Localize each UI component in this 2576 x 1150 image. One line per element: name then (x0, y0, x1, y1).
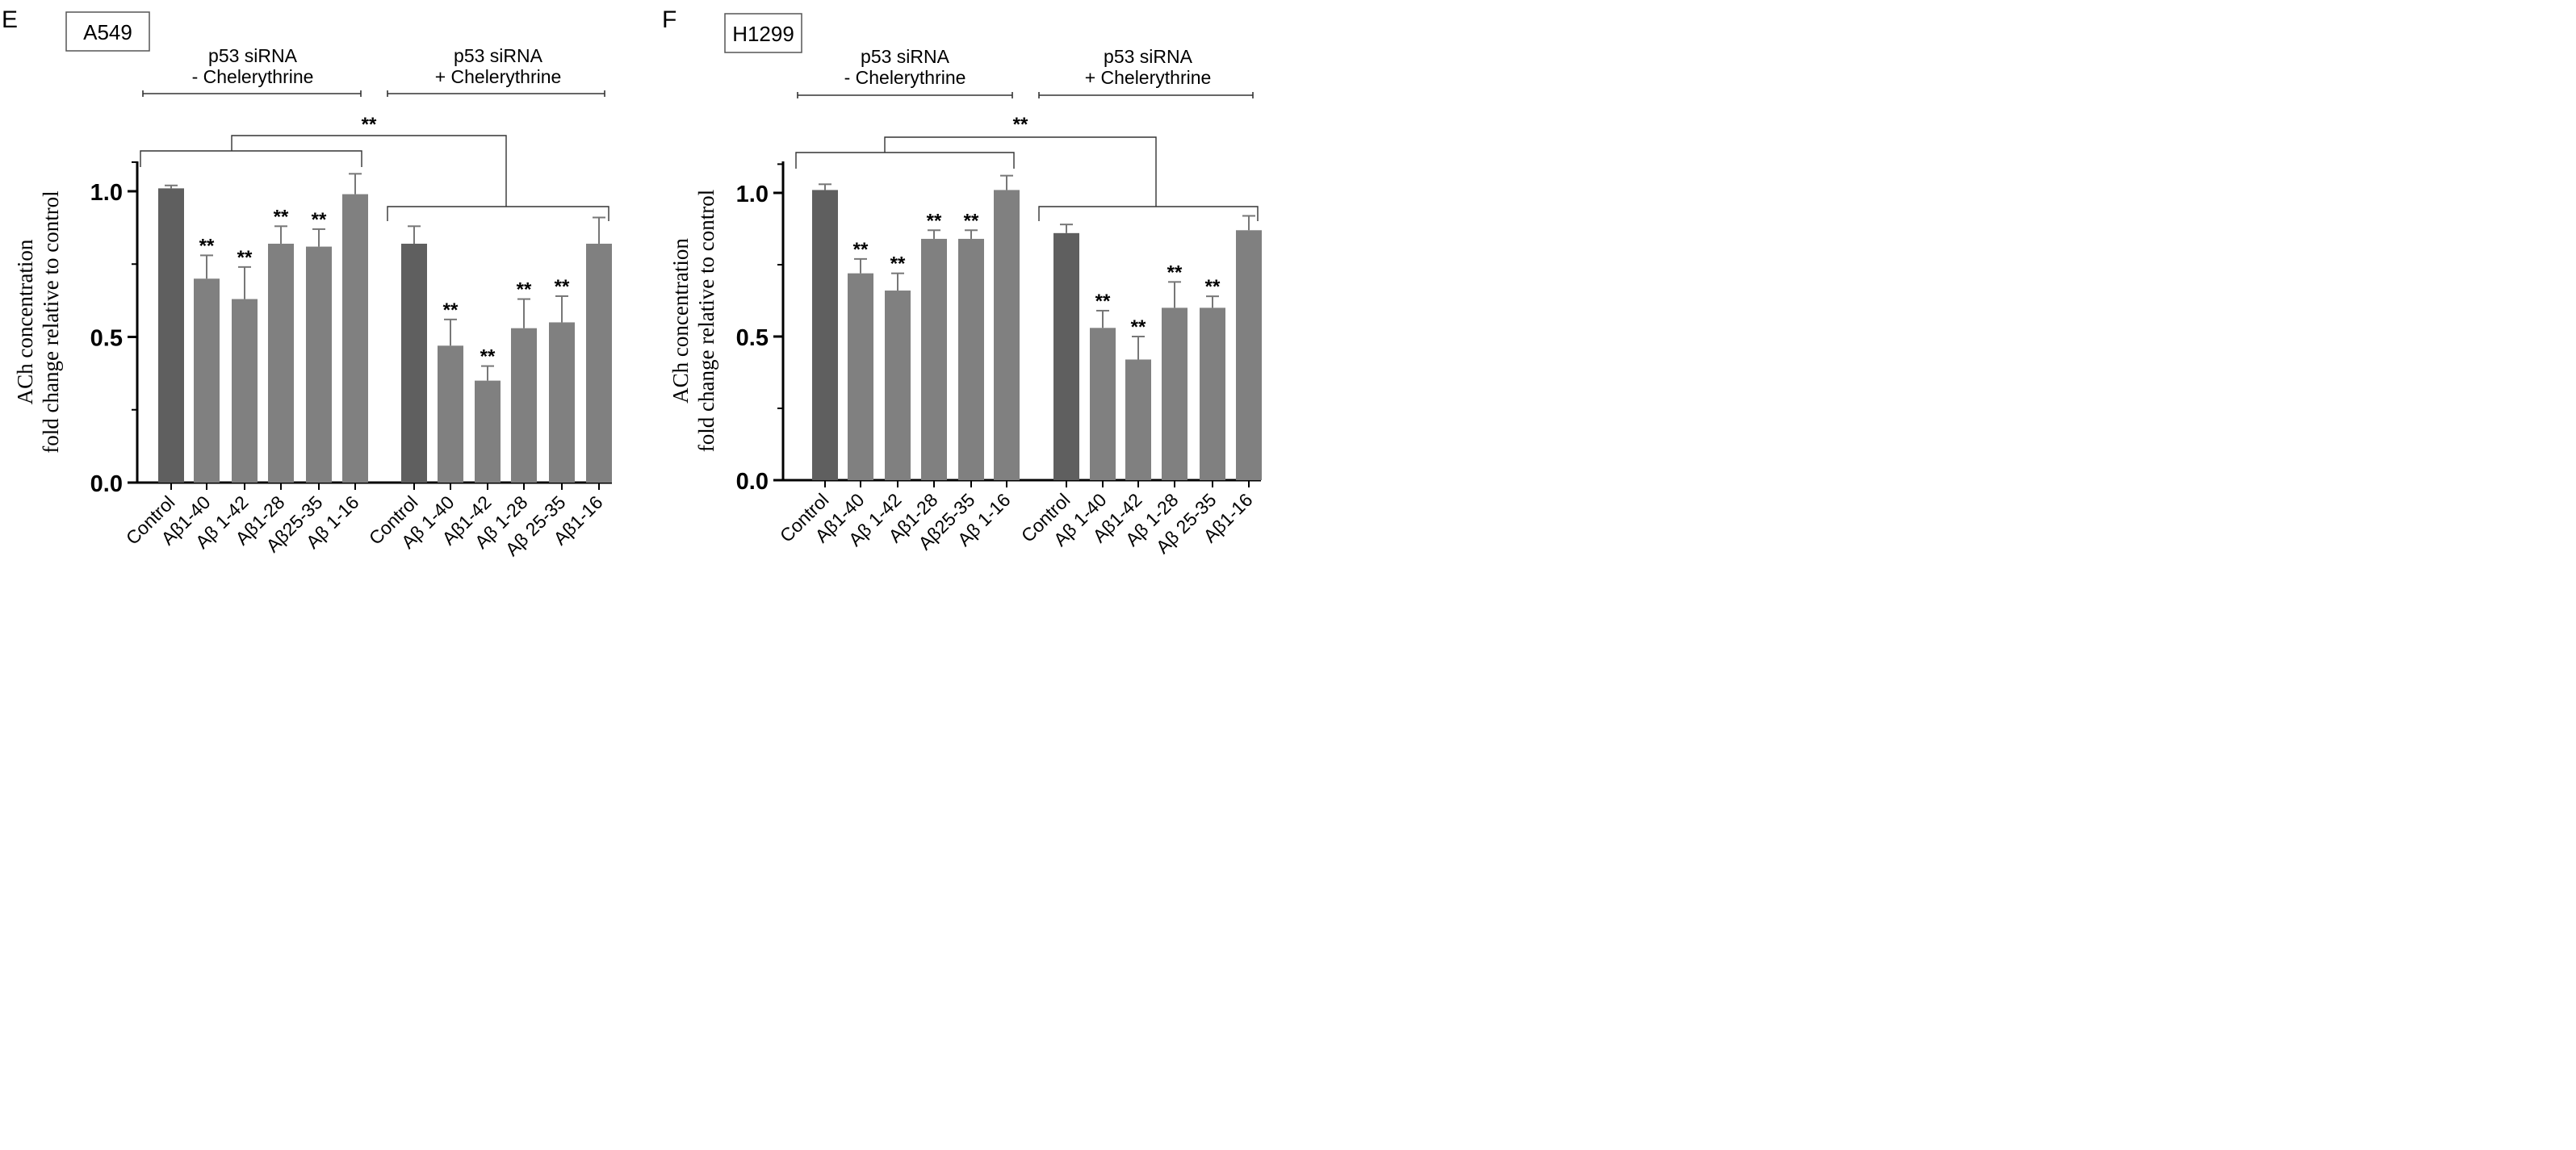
y-axis-label-line2: fold change relative to control (694, 190, 718, 452)
bar (994, 190, 1020, 480)
bracket-between-groups (884, 136, 1157, 207)
bar (475, 380, 501, 483)
bar-significance: ** (237, 247, 253, 269)
bar (1053, 232, 1079, 480)
bar-significance: ** (853, 239, 869, 261)
bar (549, 322, 575, 483)
group-label-line2: - Chelerythrine (844, 67, 966, 88)
bar-significance: ** (480, 346, 496, 368)
group-label-line1: p53 siRNA (208, 45, 298, 66)
bar (1162, 307, 1187, 480)
cell-line-label: H1299 (732, 22, 794, 46)
bar-significance: ** (443, 299, 459, 321)
bracket-right-group (387, 206, 609, 221)
group-label-line2: + Chelerythrine (1085, 67, 1212, 88)
between-group-significance: ** (1013, 114, 1028, 136)
bar (194, 278, 220, 483)
bar (306, 246, 332, 483)
bar (438, 345, 463, 483)
bar-significance: ** (312, 209, 327, 231)
bar (921, 238, 947, 480)
bracket-left-group (795, 152, 1015, 169)
bar (848, 273, 873, 480)
bar-significance: ** (1095, 291, 1111, 312)
bar (1236, 230, 1262, 480)
bar-significance: ** (927, 210, 942, 232)
group-label-line1: p53 siRNA (1104, 46, 1193, 67)
bar (958, 238, 984, 480)
bar-significance: ** (1167, 261, 1183, 283)
bar-significance: ** (555, 276, 570, 298)
bar-significance: ** (1205, 276, 1221, 298)
between-group-significance: ** (362, 114, 377, 136)
bar (158, 188, 184, 483)
cell-line-label: A549 (83, 20, 132, 44)
bar-significance: ** (890, 253, 906, 275)
group-label-line2: + Chelerythrine (435, 66, 562, 87)
bar (268, 243, 294, 483)
group-label-line1: p53 siRNA (861, 46, 950, 67)
bar (812, 190, 838, 480)
bar-significance: ** (964, 210, 979, 232)
bar-significance: ** (199, 235, 215, 257)
y-axis-label: ACh concentration fold change relative to… (13, 190, 63, 453)
bar (1125, 359, 1151, 480)
bar (342, 194, 368, 483)
y-tick-label: 0.0 (90, 471, 123, 497)
y-axis-label: ACh concentration fold change relative to… (668, 190, 718, 452)
bar (1090, 328, 1116, 480)
bar (511, 328, 537, 483)
bracket-left-group (140, 150, 362, 167)
bar-significance: ** (274, 206, 289, 228)
panel-letter: E (2, 6, 18, 33)
panel-letter: F (662, 6, 676, 33)
bar (232, 299, 258, 483)
bar-significance: ** (1131, 316, 1146, 338)
y-axis-label-line2: fold change relative to control (39, 190, 63, 453)
y-tick-label: 1.0 (736, 182, 769, 207)
y-axis-label-line1: ACh concentration (13, 239, 37, 404)
y-tick-label: 1.0 (90, 180, 123, 206)
bar-significance: ** (517, 279, 532, 301)
bar (1200, 307, 1225, 480)
group-label-line2: - Chelerythrine (192, 66, 314, 87)
cell-line-box (65, 11, 150, 52)
bar (885, 291, 911, 480)
y-tick-label: 0.5 (90, 326, 123, 352)
bar (586, 243, 612, 483)
bracket-between-groups (231, 135, 507, 207)
bracket-right-group (1038, 206, 1259, 221)
y-axis-label-line1: ACh concentration (668, 238, 693, 404)
cell-line-box (724, 13, 802, 53)
bar (401, 243, 427, 483)
y-tick-label: 0.0 (736, 469, 769, 495)
y-tick-label: 0.5 (736, 325, 769, 351)
group-label-line1: p53 siRNA (454, 45, 543, 66)
